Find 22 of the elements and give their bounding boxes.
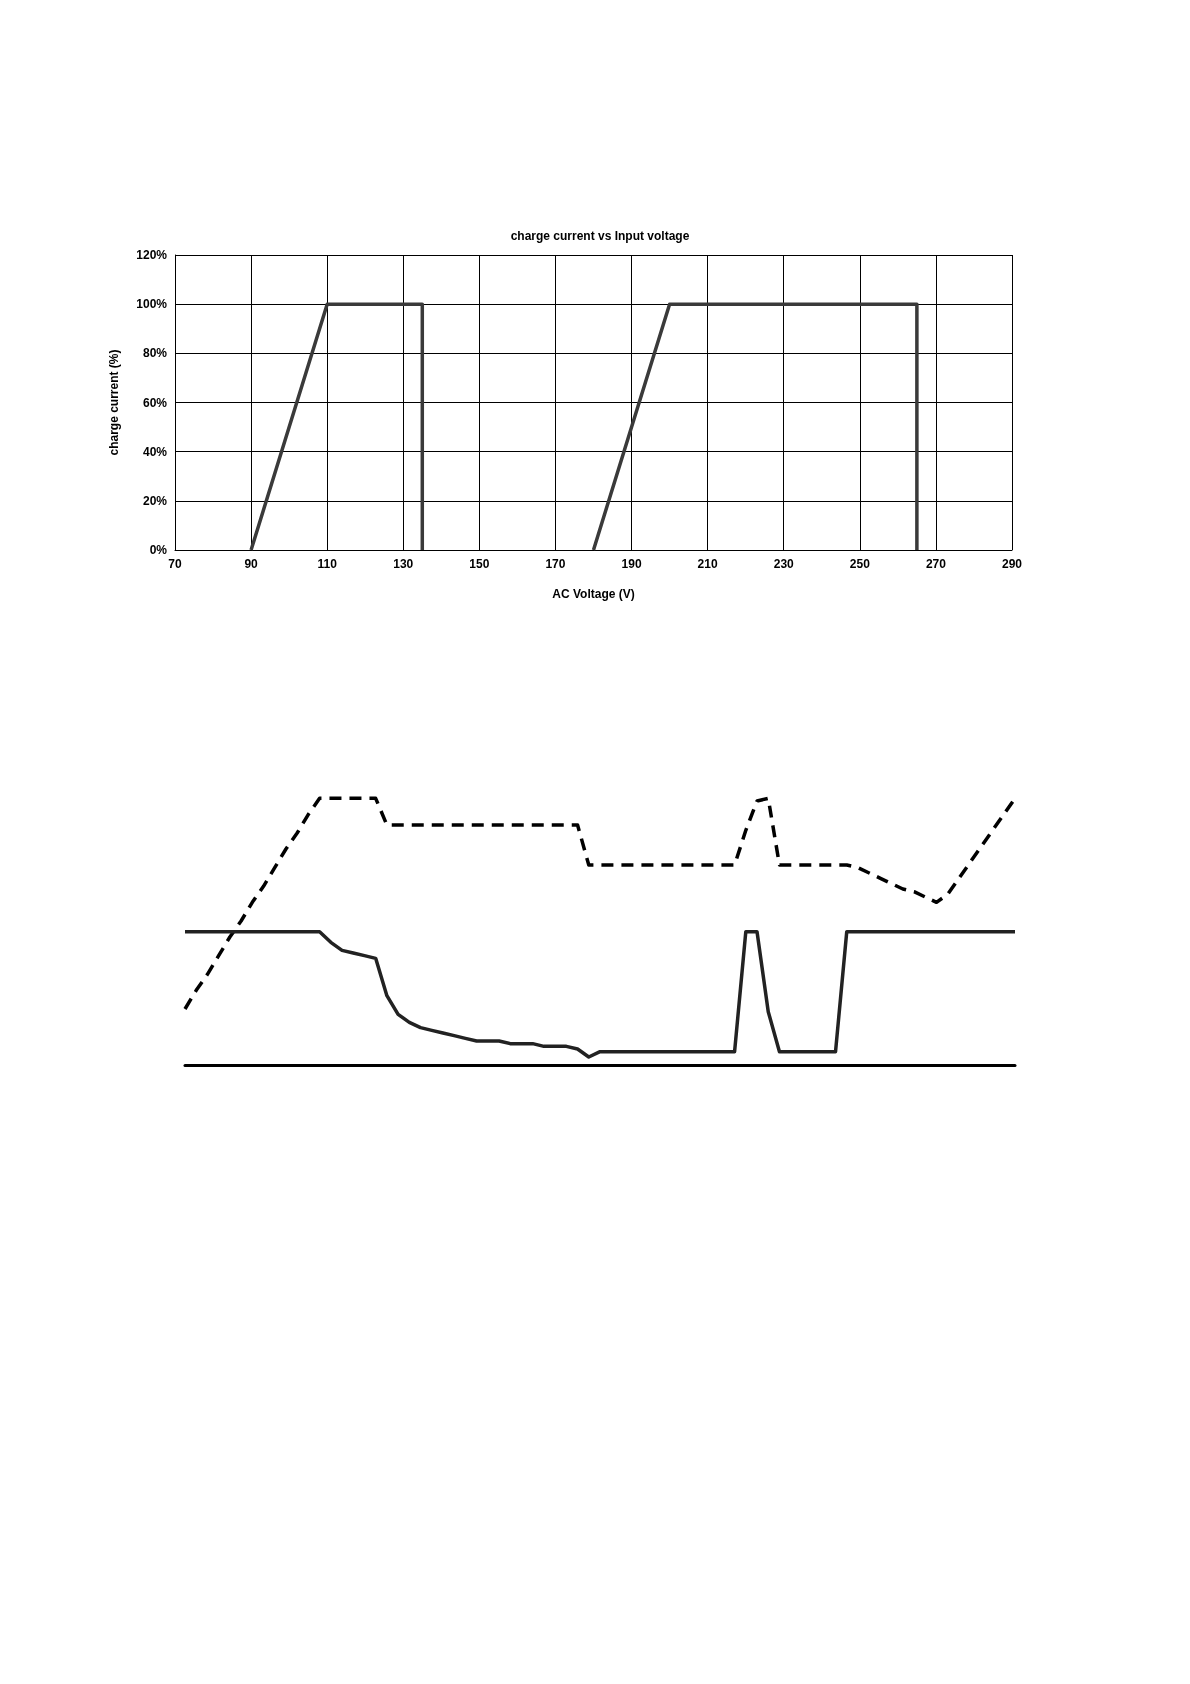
x-tick-label: 170: [545, 557, 566, 571]
chart-title: charge current vs Input voltage: [510, 229, 690, 243]
y-tick-label: 60%: [142, 395, 168, 410]
x-tick-label: 250: [849, 557, 871, 571]
x-tick-label: 270: [925, 557, 947, 571]
x-tick-label: 230: [773, 557, 795, 571]
y-tick-label: 80%: [142, 346, 168, 361]
y-tick-label: 40%: [142, 444, 168, 459]
x-axis-title: AC Voltage (V): [552, 587, 635, 601]
x-tick-label: 290: [1001, 557, 1023, 571]
y-axis-title: charge current (%): [107, 349, 121, 456]
y-tick-label: 100%: [136, 297, 168, 312]
y-tick-label: 0%: [149, 543, 168, 557]
y-tick-label: 20%: [142, 493, 168, 508]
x-tick-label: 190: [621, 557, 642, 571]
x-tick-label: 70: [168, 557, 182, 571]
x-tick-label: 130: [393, 557, 414, 571]
y-tick-label: 120%: [136, 248, 168, 262]
x-tick-label: 210: [697, 557, 718, 571]
x-tick-label: 150: [469, 557, 490, 571]
x-tick-label: 110: [317, 557, 338, 571]
x-tick-label: 90: [244, 557, 259, 571]
